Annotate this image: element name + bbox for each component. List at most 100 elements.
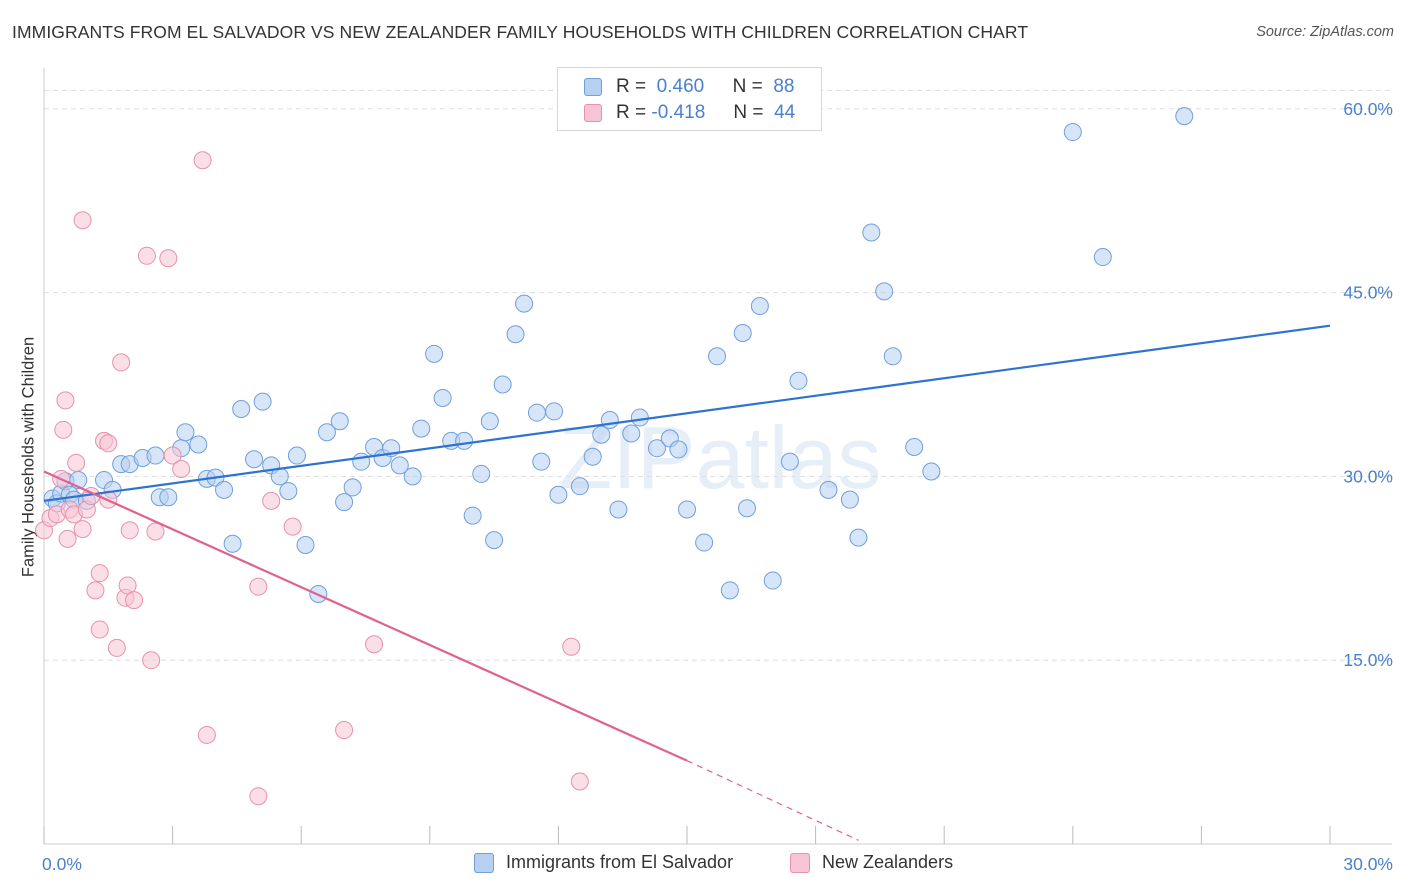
new-zealander-point (56, 391, 75, 410)
new-zealander-point (172, 460, 191, 479)
el-salvador-point (159, 488, 178, 507)
new-zealander-point (249, 787, 268, 806)
new-zealander-point (146, 522, 165, 541)
new-zealander-point (562, 637, 581, 656)
el-salvador-point (532, 452, 551, 471)
new-zealander-point (112, 353, 131, 372)
source-credit: Source: ZipAtlas.com (1256, 24, 1394, 40)
new-zealander-point (120, 521, 139, 540)
el-salvador-point (176, 423, 195, 442)
el-salvador-point (335, 493, 354, 512)
new-zealander-point (99, 434, 118, 453)
new-zealander-point (90, 620, 109, 639)
y-tick-label: 30.0% (1343, 466, 1393, 486)
tick-labels: 15.0% 30.0% 45.0% 60.0% 0.0% 30.0% (42, 99, 1393, 874)
el-salvador-point (780, 452, 799, 471)
n-label: N = (732, 76, 763, 97)
new-zealander-point (159, 249, 178, 268)
el-salvador-point (905, 437, 924, 456)
r-label: R = (616, 76, 647, 97)
el-salvador-point (738, 499, 757, 518)
el-salvador-point (279, 482, 298, 501)
r-label: R = (616, 102, 647, 123)
el-salvador-point (922, 462, 941, 481)
pink-swatch-icon (584, 104, 602, 122)
legend-label: New Zealanders (822, 852, 954, 872)
new-zealander-point (283, 517, 302, 536)
x-tick-label: 30.0% (1343, 854, 1393, 874)
el-salvador-point (485, 531, 504, 550)
new-zealander-point (67, 453, 86, 472)
chart-title: IMMIGRANTS FROM EL SALVADOR VS NEW ZEALA… (12, 22, 1029, 42)
legend-item-new-zealanders[interactable]: New Zealanders (790, 852, 953, 873)
el-salvador-point (232, 399, 251, 418)
stats-row-new-zealanders: R = -0.418 N = 44 (584, 101, 795, 125)
el-salvador-point (819, 480, 838, 499)
el-salvador-point (678, 500, 696, 519)
r-value: -0.418 (651, 102, 706, 123)
n-label: N = (733, 102, 764, 123)
el-salvador-point (750, 297, 769, 316)
new-zealander-point (107, 638, 126, 657)
x-tick-label: 0.0% (42, 854, 82, 874)
el-salvador-point (763, 571, 782, 590)
n-value: 44 (774, 102, 796, 123)
el-salvador-point (433, 388, 452, 407)
el-salvador-point (390, 456, 409, 475)
new-zealander-point (54, 420, 73, 439)
new-zealander-point (570, 772, 589, 791)
el-salvador-point (223, 534, 242, 553)
new-zealander-point (58, 529, 77, 548)
y-tick-label: 15.0% (1343, 650, 1393, 670)
blue-swatch-icon (474, 852, 494, 873)
el-salvador-point (287, 446, 306, 465)
el-salvador-point (875, 282, 894, 301)
el-salvador-point (592, 425, 611, 444)
el-salvador-point (647, 439, 666, 458)
el-salvador-point (733, 324, 752, 343)
el-salvador-point (215, 480, 234, 499)
y-tick-label: 60.0% (1343, 99, 1393, 119)
new-zealander-point (335, 721, 354, 740)
el-salvador-point (317, 423, 336, 442)
series-legend: Immigrants from El Salvador New Zealande… (0, 852, 1406, 876)
new-zealander-point (90, 564, 109, 583)
new-zealander-point (125, 591, 144, 610)
legend-label: Immigrants from El Salvador (506, 852, 734, 872)
el-salvador-point (515, 294, 534, 313)
el-salvador-point (189, 435, 208, 454)
new-zealander-trend-line (43, 470, 688, 762)
el-salvador-point (789, 371, 808, 390)
el-salvador-point (493, 375, 512, 394)
el-salvador-point (352, 452, 371, 471)
el-salvador-point (570, 477, 589, 496)
el-salvador-point (583, 447, 602, 466)
el-salvador-point (253, 392, 272, 411)
y-tick-label: 45.0% (1343, 283, 1393, 303)
legend-item-el-salvador[interactable]: Immigrants from El Salvador (474, 852, 733, 873)
el-salvador-point (455, 431, 474, 450)
r-value: 0.460 (656, 76, 705, 97)
new-zealander-point (249, 577, 268, 596)
stats-legend: R = 0.460 N = 88 R = -0.418 N = 44 (557, 67, 822, 131)
el-salvador-point (630, 408, 649, 427)
el-salvador-point (600, 411, 619, 430)
el-salvador-point (472, 464, 491, 483)
axes (43, 68, 1392, 845)
new-zealander-point (197, 725, 216, 744)
blue-swatch-icon (584, 78, 602, 96)
el-salvador-point (883, 347, 902, 366)
el-salvador-point (545, 402, 564, 421)
el-salvador-point (343, 478, 362, 497)
new-zealander-point (142, 651, 161, 670)
el-salvador-point (708, 347, 727, 366)
el-salvador-point (245, 450, 264, 469)
el-salvador-point (506, 325, 525, 344)
el-salvador-point (403, 467, 422, 486)
el-salvador-point (1093, 248, 1112, 267)
new-zealander-point (73, 520, 92, 539)
trend-lines (43, 324, 1331, 841)
el-salvador-point (862, 223, 881, 242)
stats-row-el-salvador: R = 0.460 N = 88 (584, 75, 794, 99)
